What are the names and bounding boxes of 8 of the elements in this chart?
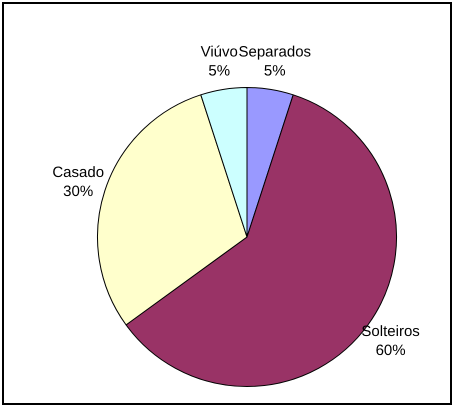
data-label: 5% xyxy=(264,62,286,80)
slice-label: Separados xyxy=(238,43,312,60)
data-label: 5% xyxy=(208,62,230,80)
slice-label: Casado xyxy=(52,164,104,181)
data-label: 30% xyxy=(63,182,94,200)
slice-label: Solteiros xyxy=(361,322,420,340)
data-label: 60% xyxy=(376,342,406,359)
slice-label: Viúvo xyxy=(200,43,238,60)
